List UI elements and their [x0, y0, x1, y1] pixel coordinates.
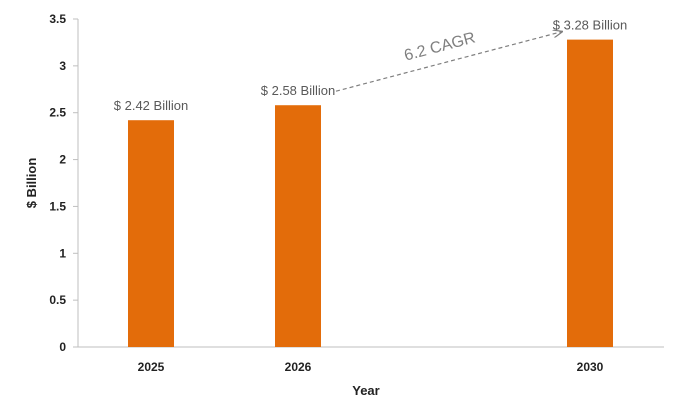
x-axis: 2025 2026 2030 — [78, 346, 664, 374]
y-axis: 0 0.5 1 1.5 2 2.5 3 3.5 — [49, 12, 79, 354]
data-label: $ 2.42 Billion — [114, 98, 188, 113]
cagr-label: 6.2 CAGR — [402, 30, 477, 65]
y-tick-label: 3.5 — [49, 12, 66, 26]
x-axis-title: Year — [352, 383, 379, 398]
x-tick-label: 2025 — [138, 360, 165, 374]
bar — [567, 39, 613, 348]
data-label: $ 2.58 Billion — [261, 83, 335, 98]
x-tick-label: 2026 — [285, 360, 312, 374]
y-tick-label: 3 — [59, 59, 66, 73]
y-tick-label: 0.5 — [49, 293, 66, 307]
y-tick-label: 2.5 — [49, 106, 66, 120]
bars — [128, 39, 613, 348]
y-tick-label: 1.5 — [49, 199, 66, 213]
y-axis-title: $ Billion — [24, 158, 39, 209]
cagr-annotation: 6.2 CAGR — [335, 30, 562, 92]
data-labels: $ 2.42 Billion $ 2.58 Billion $ 3.28 Billi… — [114, 18, 627, 114]
bar — [275, 105, 321, 348]
data-label: $ 3.28 Billion — [553, 18, 627, 33]
y-tick-label: 1 — [59, 246, 66, 260]
bar — [128, 120, 174, 347]
y-tick-label: 0 — [59, 340, 66, 354]
y-tick-label: 2 — [59, 153, 66, 167]
cagr-arrow — [335, 32, 562, 92]
x-tick-label: 2030 — [577, 360, 604, 374]
